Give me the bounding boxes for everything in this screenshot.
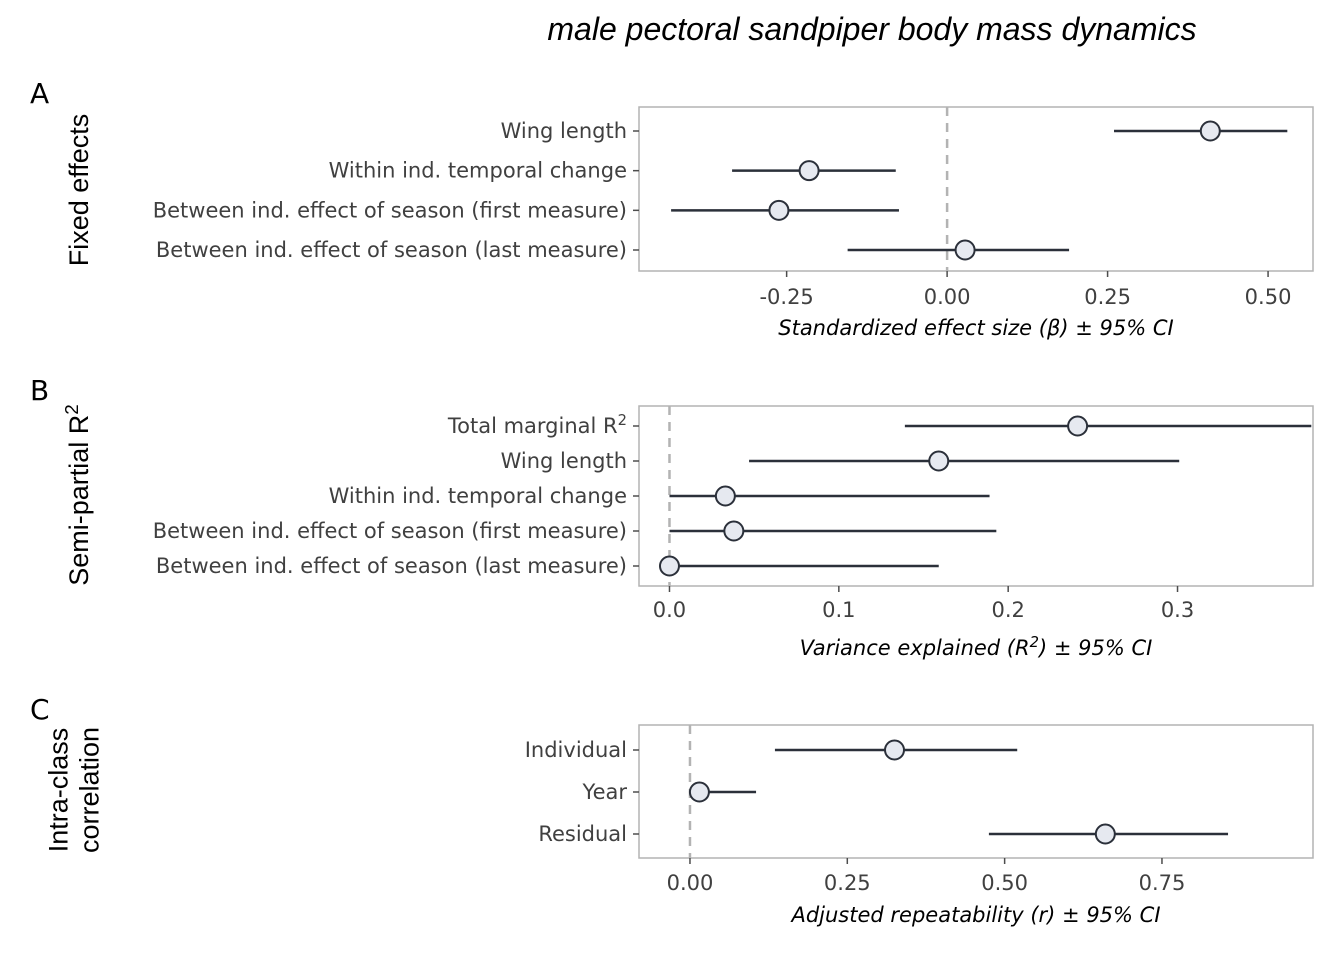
point-estimate bbox=[928, 450, 950, 472]
x-tick-label: 0.25 bbox=[824, 871, 871, 895]
x-tick-label: 0.00 bbox=[924, 285, 971, 309]
point-estimate bbox=[954, 239, 976, 261]
y-axis-title: Fixed effects bbox=[64, 114, 94, 267]
x-axis-title-tail: ) ± 95% CI bbox=[1037, 636, 1152, 660]
plot-frame bbox=[638, 106, 1314, 272]
point-estimate bbox=[658, 555, 680, 577]
y-axis-title: Semi-partial R2 bbox=[62, 404, 95, 586]
category-label: Year bbox=[582, 780, 628, 804]
point-estimate bbox=[714, 485, 736, 507]
x-tick-label: 0.3 bbox=[1161, 598, 1194, 622]
x-tick-label: 0.50 bbox=[981, 871, 1028, 895]
panel-tag: A bbox=[30, 77, 49, 110]
x-axis-title: Variance explained (R2) ± 95% CI bbox=[800, 634, 1153, 661]
x-tick-label: 0.1 bbox=[822, 598, 855, 622]
category-label: Between ind. effect of season (first mea… bbox=[153, 198, 627, 222]
category-label: Between ind. effect of season (last meas… bbox=[156, 554, 627, 578]
category-label: Between ind. effect of season (last meas… bbox=[156, 238, 627, 262]
point-estimate bbox=[1199, 120, 1221, 142]
category-label: Individual bbox=[525, 738, 627, 762]
y-axis-title-line: Intra-class bbox=[43, 728, 73, 853]
category-label: Between ind. effect of season (first mea… bbox=[153, 519, 627, 543]
x-tick-label: 0.75 bbox=[1139, 871, 1186, 895]
point-estimate bbox=[723, 520, 745, 542]
category-label: Wing length bbox=[501, 119, 627, 143]
y-axis-title: Intra-classcorrelation bbox=[43, 727, 104, 853]
point-estimate bbox=[884, 739, 906, 761]
panel-b: B Semi-partial R2 0.0 0.1 0.2 0.3 Variance exp… bbox=[30, 374, 1314, 661]
category-label: Total marginal R2 bbox=[447, 412, 627, 439]
x-tick-label: 0.50 bbox=[1245, 285, 1292, 309]
point-estimate bbox=[688, 781, 710, 803]
x-tick-label: 0.00 bbox=[667, 871, 714, 895]
panel-tag: B bbox=[30, 374, 49, 407]
category-label: Within ind. temporal change bbox=[329, 159, 627, 183]
point-estimate bbox=[768, 199, 790, 221]
x-axis-title: Adjusted repeatability (r) ± 95% CI bbox=[789, 903, 1160, 927]
figure-title: male pectoral sandpiper body mass dynami… bbox=[547, 11, 1196, 47]
x-axis-title: Standardized effect size (β) ± 95% CI bbox=[778, 316, 1173, 340]
x-tick-label: 0.0 bbox=[653, 598, 686, 622]
point-estimate bbox=[798, 160, 820, 182]
y-axis-title-sup: 2 bbox=[62, 404, 83, 415]
category-label: Residual bbox=[538, 822, 627, 846]
point-estimate bbox=[1094, 823, 1116, 845]
panel-a: A Fixed effects -0.25 0.00 0.25 0.50 Standardi… bbox=[30, 77, 1314, 340]
x-tick-label: 0.2 bbox=[991, 598, 1024, 622]
y-axis-title-line: correlation bbox=[74, 727, 104, 853]
category-label: Within ind. temporal change bbox=[329, 484, 627, 508]
category-label-sup: 2 bbox=[618, 412, 627, 429]
point-estimate bbox=[1067, 415, 1089, 437]
panel-tag: C bbox=[30, 693, 50, 726]
x-tick-label: -0.25 bbox=[759, 285, 813, 309]
x-axis-title-sup: 2 bbox=[1030, 634, 1039, 651]
category-label: Wing length bbox=[501, 449, 627, 473]
x-tick-label: 0.25 bbox=[1084, 285, 1131, 309]
